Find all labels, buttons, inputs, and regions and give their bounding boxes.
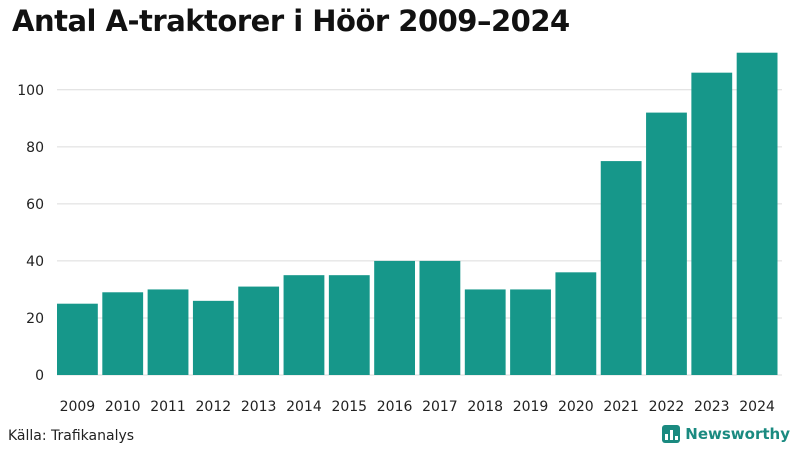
source-note: Källa: Trafikanalys [8, 428, 135, 444]
bar-2023 [691, 72, 733, 376]
x-tick-label: 2021 [603, 399, 639, 415]
y-tick-label: 100 [17, 83, 44, 99]
bar-2011 [147, 289, 189, 375]
bars [57, 52, 778, 376]
bar-2014 [283, 275, 325, 375]
x-tick-label: 2010 [105, 399, 141, 415]
x-tick-label: 2018 [467, 399, 503, 415]
x-tick-label: 2011 [150, 399, 186, 415]
bar-2017 [419, 260, 461, 375]
y-axis: 0 20 40 60 80 100 [17, 83, 44, 384]
x-tick-label: 2022 [649, 399, 685, 415]
x-tick-label: 2012 [196, 399, 232, 415]
y-tick-label: 60 [26, 197, 44, 213]
bar-2016 [374, 260, 415, 375]
bar-2021 [600, 161, 642, 375]
bar-2019 [510, 289, 551, 375]
bar-2013 [238, 286, 280, 375]
y-tick-label: 80 [26, 140, 44, 156]
x-axis: 2009 2010 2011 2012 2013 2014 2015 2016 2017 2018… [60, 399, 775, 415]
bar-2018 [464, 289, 506, 375]
brand-name: Newsworthy [685, 425, 790, 443]
x-tick-label: 2017 [422, 399, 458, 415]
bar-2009 [57, 303, 98, 375]
x-tick-label: 2016 [377, 399, 413, 415]
x-tick-label: 2024 [739, 399, 775, 415]
bar-2022 [646, 112, 687, 375]
x-tick-label: 2019 [513, 399, 549, 415]
bar-2010 [102, 292, 144, 375]
y-tick-label: 20 [26, 311, 44, 327]
bar-2012 [192, 300, 234, 375]
x-tick-label: 2009 [60, 399, 96, 415]
x-tick-label: 2020 [558, 399, 594, 415]
x-tick-label: 2013 [241, 399, 277, 415]
x-tick-label: 2023 [694, 399, 730, 415]
x-tick-label: 2015 [331, 399, 367, 415]
bar-chart-logo-icon [662, 425, 681, 443]
y-tick-label: 40 [26, 254, 44, 270]
x-tick-label: 2014 [286, 399, 322, 415]
brand-logo: Newsworthy [662, 425, 790, 443]
bar-2015 [328, 275, 370, 375]
bar-2024 [736, 52, 778, 376]
y-tick-label: 0 [35, 368, 44, 384]
chart-title: Antal A-traktorer i Höör 2009–2024 [12, 4, 570, 38]
bar-2020 [555, 272, 597, 375]
